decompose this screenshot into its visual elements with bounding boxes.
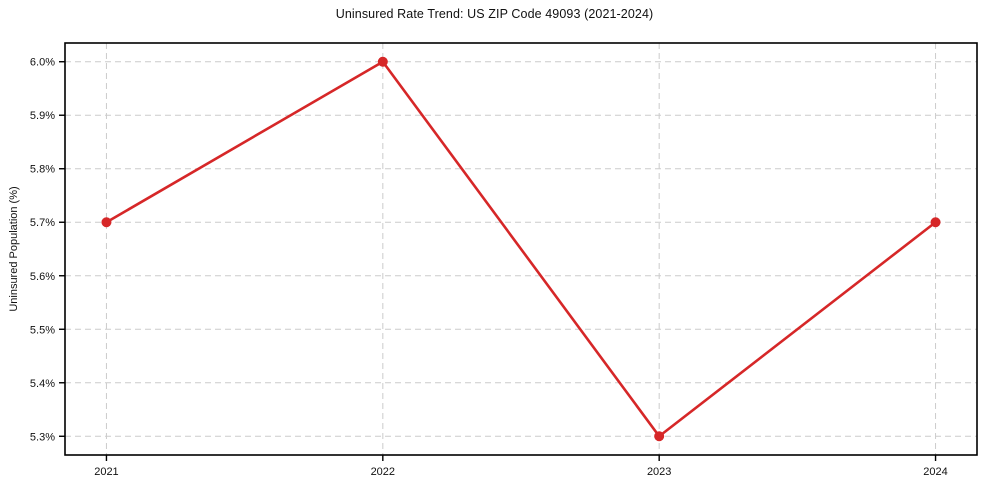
x-tick-label: 2022: [371, 466, 395, 478]
data-point: [930, 217, 941, 228]
y-tick-label: 6.0%: [30, 57, 55, 69]
y-tick-label: 5.9%: [30, 110, 55, 122]
x-tick-label: 2024: [923, 466, 947, 478]
y-tick-label: 5.3%: [30, 431, 55, 443]
data-point: [377, 56, 388, 67]
y-tick-label: 5.8%: [30, 164, 55, 176]
x-tick-label: 2023: [647, 466, 671, 478]
y-tick-label: 5.4%: [30, 378, 55, 390]
y-tick-label: 5.6%: [30, 271, 55, 283]
y-tick-label: 5.7%: [30, 217, 55, 229]
data-point: [654, 431, 665, 442]
chart-title: Uninsured Rate Trend: US ZIP Code 49093 …: [335, 7, 654, 21]
x-tick-label: 2021: [94, 466, 118, 478]
plot-border: [64, 42, 978, 456]
y-tick-label: 5.5%: [30, 324, 55, 336]
data-point: [101, 217, 112, 228]
trend-line: [105, 60, 937, 438]
